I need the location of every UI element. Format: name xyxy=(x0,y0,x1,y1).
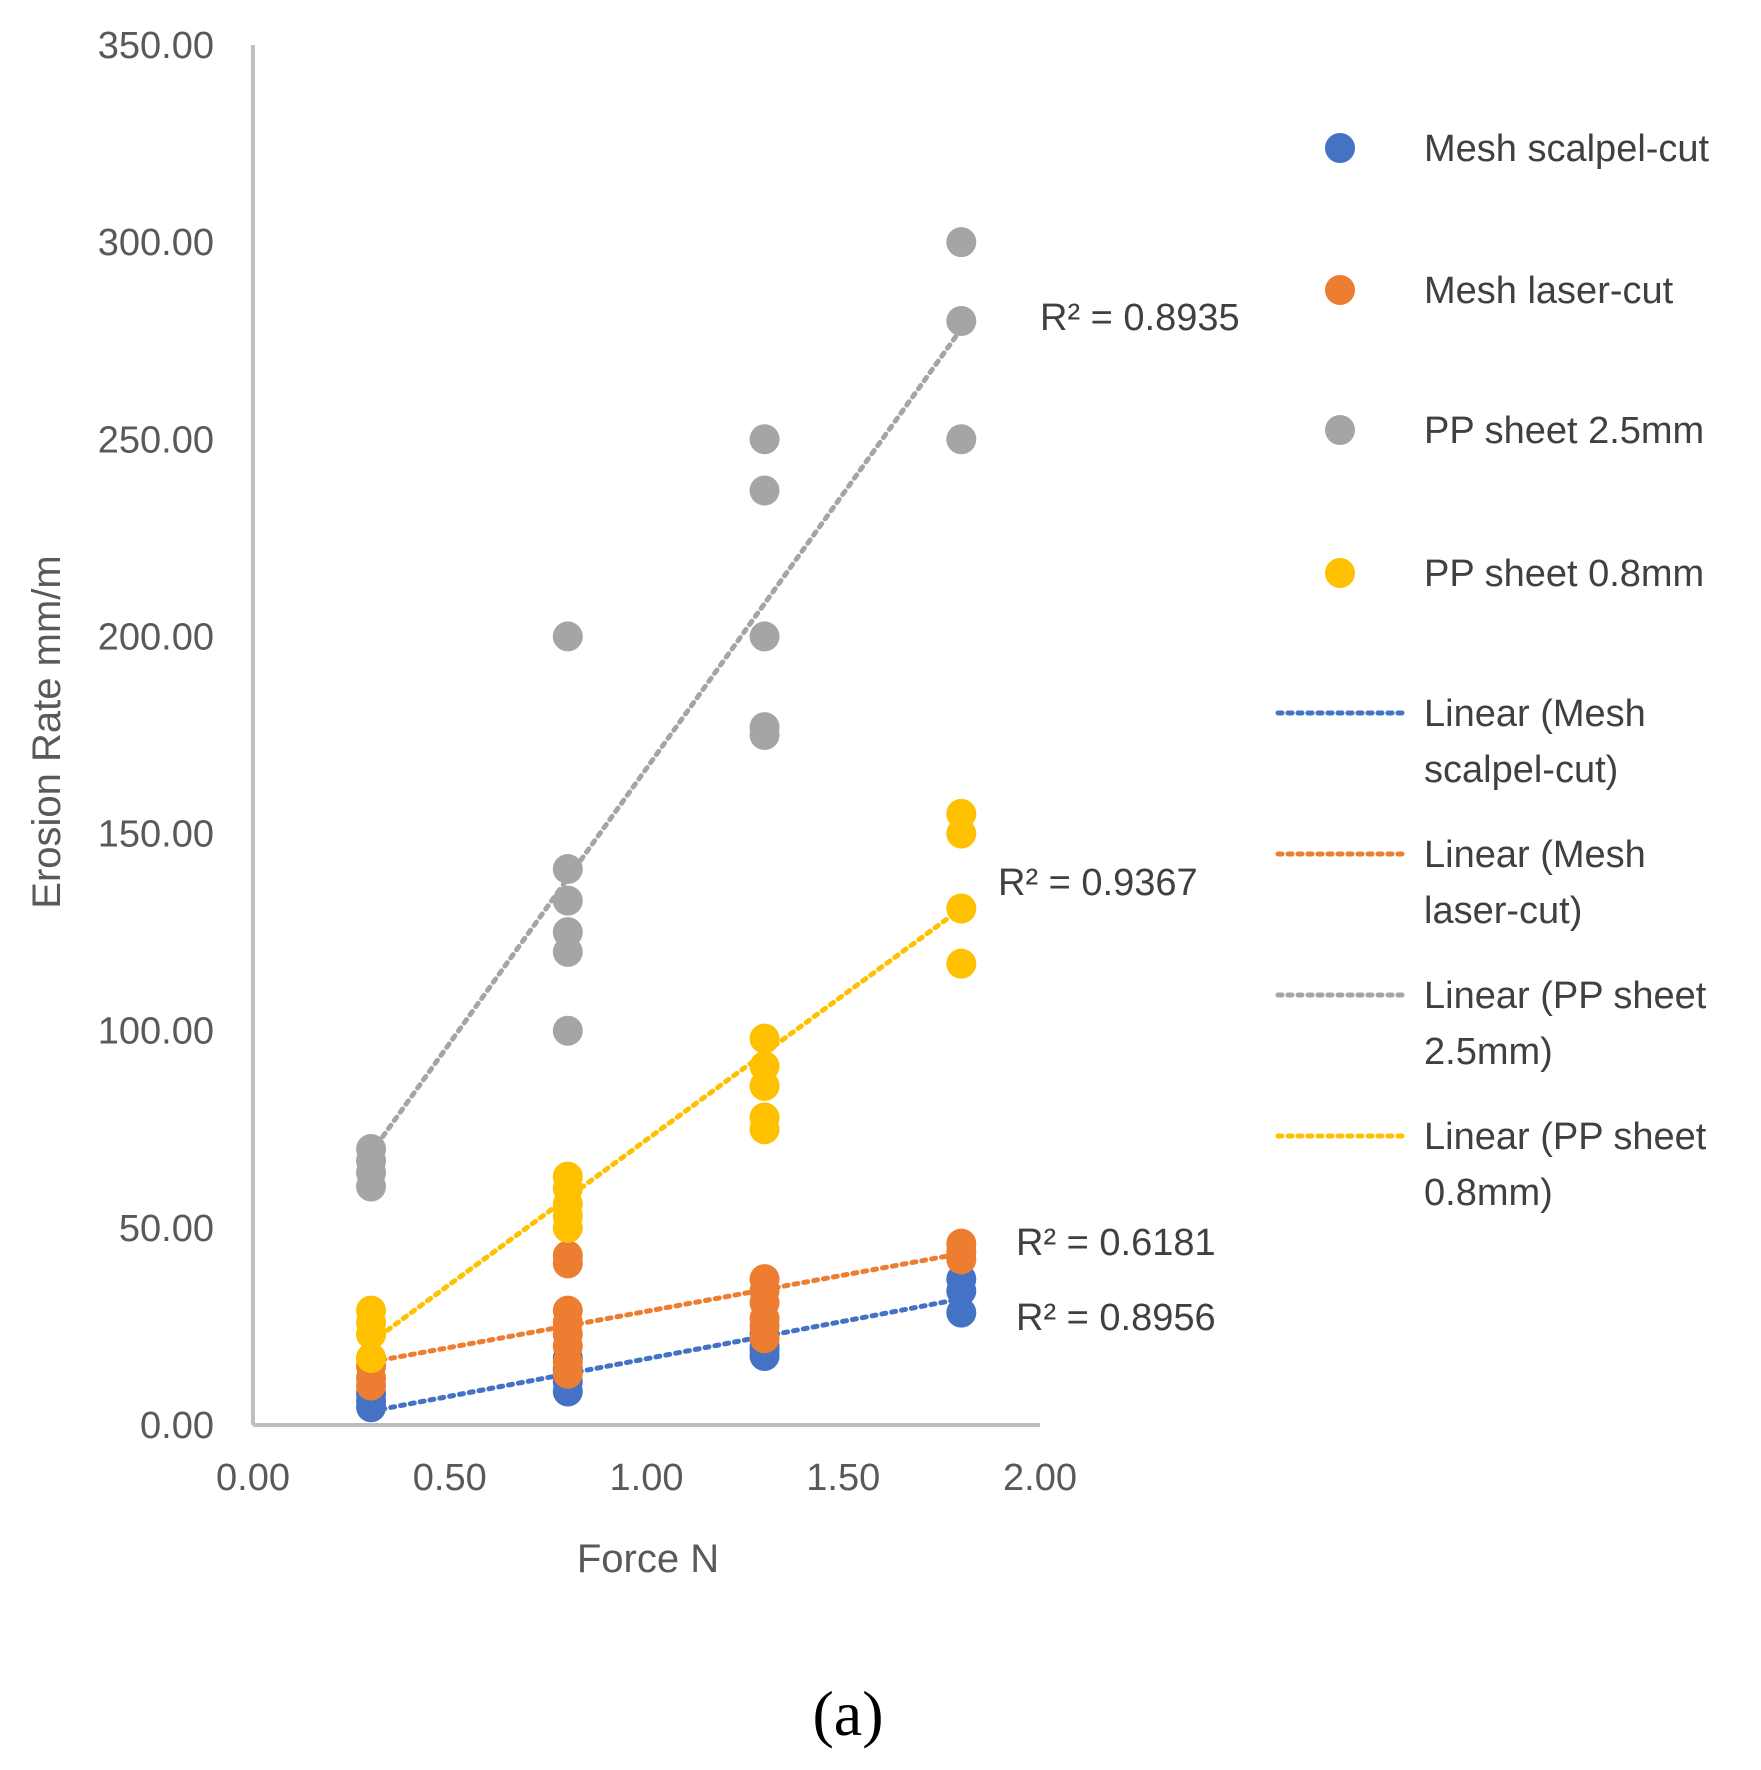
data-point xyxy=(356,1134,387,1164)
legend-label: PP sheet 0.8mm xyxy=(1424,553,1704,595)
legend-trend-label: Linear (PP sheet xyxy=(1424,975,1707,1017)
legend-trend-label: Linear (Mesh xyxy=(1424,693,1646,735)
legend-marker xyxy=(1325,415,1355,445)
y-tick-label: 0.00 xyxy=(140,1405,214,1447)
data-point xyxy=(749,1051,780,1082)
x-tick-label: 2.00 xyxy=(1003,1457,1077,1499)
tick-labels: 0.00 50.00 100.00 150.00 200.00 250.00 300.00 3… xyxy=(98,25,1077,1499)
r-squared-labels: R² = 0.8956 R² = 0.6181 R² = 0.8935 R² = 0.… xyxy=(998,297,1240,1339)
r-squared-label: R² = 0.8956 xyxy=(1016,1297,1216,1339)
data-point xyxy=(749,1023,780,1054)
legend-label: Mesh scalpel-cut xyxy=(1424,128,1710,170)
y-tick-label: 350.00 xyxy=(98,25,214,67)
r-squared-label: R² = 0.9367 xyxy=(998,862,1198,904)
data-point xyxy=(946,798,977,829)
data-point xyxy=(552,885,583,916)
r-squared-label: R² = 0.6181 xyxy=(1016,1222,1216,1264)
legend-label: PP sheet 2.5mm xyxy=(1424,410,1704,452)
x-tick-label: 1.00 xyxy=(610,1457,684,1499)
x-tick-label: 1.50 xyxy=(806,1457,880,1499)
data-point xyxy=(946,1297,977,1328)
data-point xyxy=(946,227,977,258)
x-tick-label: 0.50 xyxy=(413,1457,487,1499)
data-point xyxy=(356,1295,387,1326)
data-point xyxy=(552,1015,583,1046)
trendlines xyxy=(368,326,964,1414)
legend: Mesh scalpel-cut Mesh laser-cut PP sheet 2… xyxy=(1275,128,1710,1214)
data-point xyxy=(946,948,977,979)
data-point xyxy=(749,475,780,506)
x-tick-label: 0.00 xyxy=(216,1457,290,1499)
trendline xyxy=(368,905,964,1345)
y-tick-label: 100.00 xyxy=(98,1011,214,1053)
y-tick-label: 150.00 xyxy=(98,814,214,856)
trendline xyxy=(368,326,964,1156)
data-point xyxy=(356,1342,387,1373)
legend-label: Mesh laser-cut xyxy=(1424,270,1674,312)
y-tick-label: 300.00 xyxy=(98,222,214,264)
data-point xyxy=(749,621,780,652)
legend-marker xyxy=(1325,133,1355,163)
data-points xyxy=(356,227,977,1423)
y-tick-label: 50.00 xyxy=(119,1208,214,1250)
y-tick-label: 200.00 xyxy=(98,616,214,658)
legend-trend-label: Linear (PP sheet xyxy=(1424,1116,1707,1158)
legend-trend-label: 2.5mm) xyxy=(1424,1031,1553,1073)
panel-label: (a) xyxy=(812,1678,883,1749)
trendline xyxy=(368,1296,964,1414)
y-axis-title: Erosion Rate mm/m xyxy=(25,555,69,908)
r-squared-label: R² = 0.8935 xyxy=(1040,297,1240,339)
legend-trend-label: Linear (Mesh xyxy=(1424,834,1646,876)
legend-marker xyxy=(1325,275,1355,305)
data-point xyxy=(946,893,977,924)
data-point xyxy=(552,1240,583,1271)
data-point xyxy=(946,424,977,455)
y-tick-label: 250.00 xyxy=(98,419,214,461)
data-point xyxy=(552,854,583,885)
data-point xyxy=(749,1264,780,1295)
data-point xyxy=(749,1102,780,1133)
data-point xyxy=(946,306,977,336)
legend-marker xyxy=(1325,558,1355,588)
data-point xyxy=(552,621,583,652)
trendline xyxy=(368,1250,964,1365)
x-axis-title: Force N xyxy=(577,1537,719,1581)
legend-trend-label: 0.8mm) xyxy=(1424,1172,1553,1214)
data-point xyxy=(749,424,780,455)
data-point xyxy=(749,712,780,743)
legend-trend-label: scalpel-cut) xyxy=(1424,749,1618,791)
legend-trend-label: laser-cut) xyxy=(1424,890,1582,932)
data-point xyxy=(552,917,583,948)
data-point xyxy=(552,1161,583,1192)
data-point xyxy=(552,1295,583,1326)
axes xyxy=(251,45,1040,1427)
data-point xyxy=(946,1228,977,1259)
